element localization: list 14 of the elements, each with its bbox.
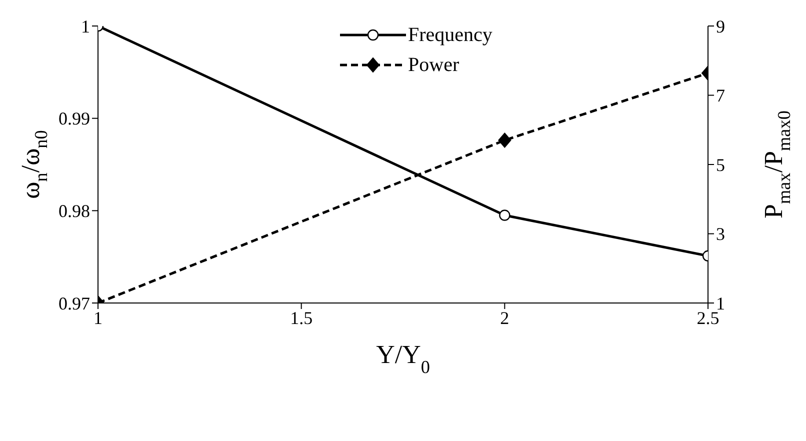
y2-tick-label: 7 — [716, 86, 725, 106]
y2-tick-label: 3 — [716, 224, 725, 244]
legend-label: Frequency — [408, 24, 492, 46]
y-tick-label: 0.97 — [58, 293, 90, 314]
y2-tick-label: 9 — [716, 16, 725, 36]
x-tick-label: 1 — [94, 308, 102, 328]
legend-label: Power — [408, 54, 460, 76]
x-tick-label: 2 — [500, 308, 510, 328]
x-axis-title: Y/Y$_{0}$ — [376, 340, 430, 377]
x-tick-label: 1.5 — [290, 308, 313, 328]
y-tick-label: 0.98 — [58, 201, 90, 222]
y-tick-label: 1 — [81, 16, 90, 36]
y-tick-label: 0.99 — [58, 108, 90, 129]
y2-tick-label: 5 — [716, 154, 725, 175]
